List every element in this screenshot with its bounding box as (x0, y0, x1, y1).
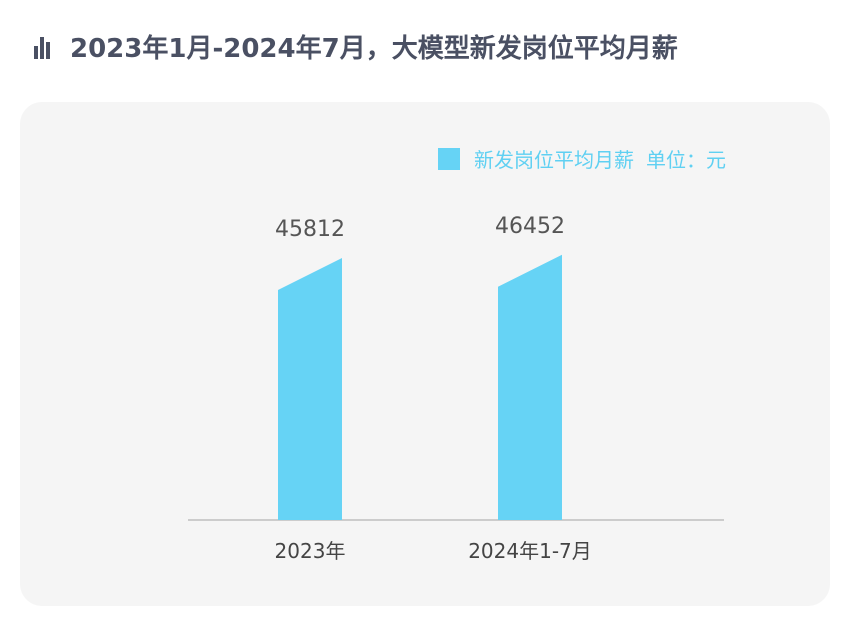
x-tick-label-0: 2023年 (275, 539, 346, 563)
data-label-1: 46452 (495, 214, 565, 239)
bar-chart-icon (34, 33, 54, 59)
bar-1 (498, 254, 562, 520)
chart-title: 2023年1月-2024年7月，大模型新发岗位平均月薪 (70, 33, 678, 64)
legend-unit-label: 单位：元 (646, 148, 726, 172)
chart-header: 2023年1月-2024年7月，大模型新发岗位平均月薪 (34, 24, 678, 68)
x-tick-label-1: 2024年1-7月 (468, 539, 592, 563)
chart-card: 45812 2023年 46452 2024年1-7月 新发岗位平均月薪 单位：元 (20, 102, 830, 606)
data-label-0: 45812 (275, 217, 345, 242)
chart-legend: 新发岗位平均月薪 单位：元 (438, 144, 726, 173)
legend-series-name: 新发岗位平均月薪 (474, 148, 634, 172)
bar-chart: 45812 2023年 46452 2024年1-7月 (188, 214, 724, 563)
bar-0 (278, 258, 342, 520)
legend-swatch (438, 147, 460, 170)
